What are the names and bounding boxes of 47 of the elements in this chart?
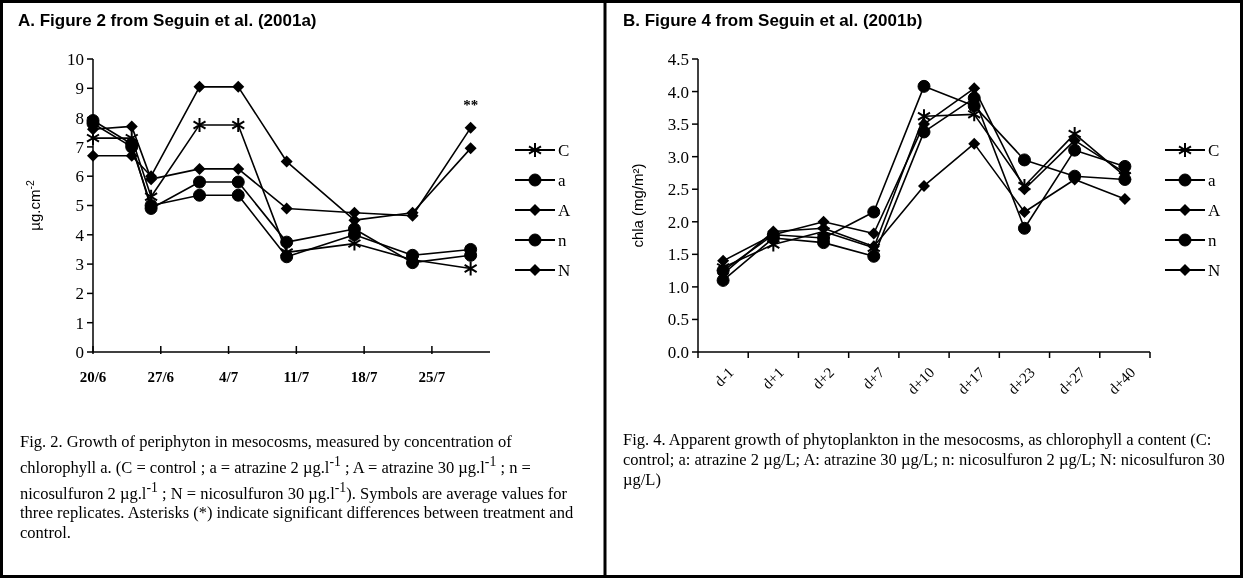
x-tick-label: 4/7	[218, 369, 239, 385]
legend-label: a	[1208, 170, 1216, 190]
x-tick-label: 18/7	[350, 369, 378, 385]
legend-label: a	[558, 170, 566, 190]
chart-title: B. Figure 4 from Seguin et al. (2001b)	[623, 11, 923, 30]
y-tick-label: 0.0	[667, 342, 689, 362]
y-tick-label: 1	[75, 313, 84, 333]
y-tick-label: 3.5	[667, 115, 689, 135]
legend-label: N	[1208, 260, 1221, 280]
legend-label: N	[558, 260, 571, 280]
y-tick-label: 2.5	[667, 180, 689, 200]
y-tick-label: 2	[75, 284, 84, 304]
legend-label: C	[1208, 140, 1220, 160]
y-tick-label: 5	[75, 196, 84, 216]
y-tick-label: 2.0	[667, 212, 689, 232]
text: Fig. 2. Growth of periphyton in mesocosms, measured by concentration of chlorophyll a. (C = control ; a = atrazine 2 µg.l$^{-1}$ ; A = atrazine 30 µg.l$^{-1}$ ; n = nicosulfuron 2 µg.l$^{-1}$ ; N = nicosulfuron 30 µg.l$^{-1}$). Symbols are average values for three replicates. Asterisks (*) indicate significant differences between treatment and control.	[20, 432, 574, 542]
y-tick-label: 8	[75, 108, 84, 128]
y-tick-label: 4.5	[667, 49, 689, 69]
legend-label: C	[558, 140, 570, 160]
x-tick-label: 20/6	[79, 369, 107, 385]
y-tick-label: 4.0	[667, 82, 689, 102]
x-tick-label: d+1	[758, 364, 787, 393]
legend-label: n	[1208, 230, 1217, 250]
x-tick-label: d+7	[859, 363, 888, 393]
y-tick-label: 4	[75, 225, 85, 245]
y-axis-title: chla (mg/m²)	[629, 163, 646, 248]
x-tick-label: 27/6	[147, 369, 175, 385]
y-tick-label: 6	[75, 167, 84, 187]
chart-title: A. Figure 2 from Seguin et al. (2001a)	[18, 11, 317, 30]
y-tick-label: 3	[75, 255, 84, 275]
y-tick-label: 1.5	[667, 245, 689, 265]
y-tick-label: 10	[67, 49, 84, 69]
legend-label: n	[558, 230, 567, 250]
y-tick-label: 1.0	[667, 277, 689, 297]
annotation: **	[463, 96, 479, 113]
y-tick-label: 0	[75, 342, 84, 362]
y-tick-label: 7	[75, 137, 85, 157]
y-tick-label: 3.0	[667, 147, 689, 167]
y-tick-label: 0.5	[667, 310, 689, 330]
y-tick-label: 9	[75, 79, 84, 99]
x-tick-label: d-1	[711, 364, 737, 390]
x-tick-label: 25/7	[418, 369, 446, 385]
caption: Fig. 4. Apparent growth of phytoplankton in the mesocosms, as chlorophyll a content (C: control; a: atrazine 2 µg/L; A: atrazine 30 µg/L; n: nicosulfuron 2 µg/L; N: nicosulfuron 30 µg/L)	[623, 430, 1226, 490]
legend-label: A	[1208, 200, 1221, 220]
legend-label: A	[558, 200, 571, 220]
x-tick-label: d+2	[809, 364, 838, 393]
x-tick-label: 11/7	[283, 369, 310, 385]
